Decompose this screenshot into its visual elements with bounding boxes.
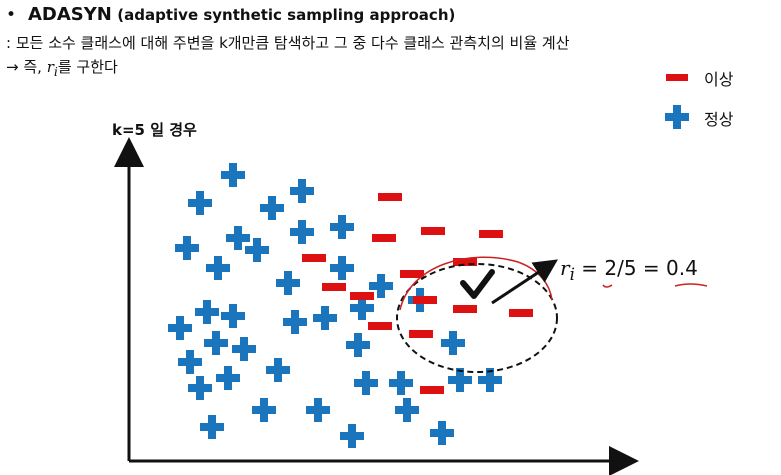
plus-marker — [369, 274, 393, 298]
ri-symbol: r — [46, 58, 54, 76]
check-icon — [460, 269, 495, 299]
minus-marker — [322, 283, 346, 291]
plus-marker — [245, 238, 269, 262]
plus-marker — [195, 300, 219, 324]
underline-scribble — [674, 283, 708, 287]
minus-marker — [453, 305, 477, 313]
plus-marker — [206, 256, 230, 280]
plus-marker — [204, 331, 228, 355]
minus-marker — [409, 330, 433, 338]
title-subtitle: (adaptive synthetic sampling approach) — [117, 6, 456, 24]
pointer-arrow — [491, 259, 559, 305]
result-line: → 즉, ri를 구한다 — [6, 56, 118, 79]
plus-marker — [276, 271, 300, 295]
legend-majority-label: 정상 — [704, 110, 734, 129]
minus-marker — [509, 309, 533, 317]
plus-marker — [340, 424, 364, 448]
plus-marker — [168, 316, 192, 340]
eq-ri-subscript: i — [569, 265, 575, 284]
plus-marker — [283, 310, 307, 334]
eq-expression: = 2/5 = 0.4 — [574, 256, 698, 280]
title-keyword: ADASYN — [28, 4, 112, 25]
plus-marker — [478, 368, 502, 392]
minus-marker — [400, 270, 424, 278]
plus-marker — [354, 371, 378, 395]
bullet: • — [6, 5, 17, 25]
plus-marker — [441, 331, 465, 355]
plus-marker — [290, 220, 314, 244]
plus-icon — [665, 105, 689, 129]
plus-marker — [260, 196, 284, 220]
plus-marker — [188, 376, 212, 400]
ratio-equation: ri = 2/5 = 0.4 — [560, 256, 698, 284]
result-suffix: 를 구한다 — [57, 58, 118, 76]
handwritten-arc — [399, 256, 553, 311]
neighborhood-circle — [396, 263, 558, 373]
plus-marker — [200, 415, 224, 439]
plus-marker — [226, 226, 250, 250]
k-label: k=5 일 경우 — [112, 121, 197, 139]
plus-marker — [346, 333, 370, 357]
legend-majority: 정상 — [664, 104, 774, 130]
minus-marker — [421, 227, 445, 235]
plus-marker — [430, 421, 454, 445]
plus-marker — [330, 215, 354, 239]
minus-marker — [479, 230, 503, 238]
ri-subscript: i — [53, 64, 58, 79]
plus-marker — [221, 304, 245, 328]
description-text: : 모든 소수 클래스에 대해 주변을 k개만큼 탐색하고 그 중 다수 클래스… — [6, 34, 570, 52]
minus-marker — [372, 234, 396, 242]
plus-marker — [350, 296, 374, 320]
plus-marker — [306, 398, 330, 422]
plus-marker — [216, 366, 240, 390]
minus-icon — [666, 74, 688, 81]
plus-marker — [266, 358, 290, 382]
minus-marker — [350, 292, 374, 300]
plus-marker — [188, 191, 212, 215]
legend-minority-label: 이상 — [704, 70, 734, 89]
minus-marker — [420, 386, 444, 394]
plus-marker — [252, 398, 276, 422]
plus-marker — [330, 256, 354, 280]
plus-marker — [389, 371, 413, 395]
slide-title: • ADASYN (adaptive synthetic sampling app… — [6, 4, 455, 25]
plus-marker — [313, 306, 337, 330]
result-prefix: → 즉, — [6, 58, 47, 76]
plus-marker — [395, 398, 419, 422]
legend: 이상 정상 — [664, 64, 774, 134]
minus-marker — [378, 193, 402, 201]
minus-marker — [413, 296, 437, 304]
minus-marker — [453, 258, 477, 266]
two-scribble — [602, 284, 613, 288]
plus-marker — [178, 350, 202, 374]
plus-marker — [221, 163, 245, 187]
plus-marker — [175, 236, 199, 260]
plus-marker — [232, 337, 256, 361]
plus-marker — [290, 179, 314, 203]
minority-points — [302, 193, 533, 394]
minus-marker — [302, 254, 326, 262]
plus-marker — [448, 368, 472, 392]
legend-minority: 이상 — [664, 64, 774, 90]
majority-points — [168, 163, 502, 448]
minus-marker — [368, 322, 392, 330]
eq-ri-symbol: r — [560, 256, 570, 280]
